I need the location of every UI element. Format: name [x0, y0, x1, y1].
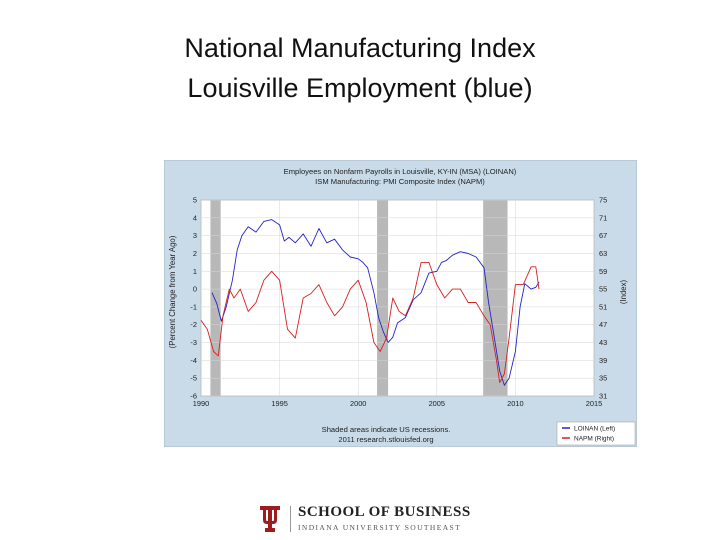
y-right-tick-label: 59: [599, 267, 607, 276]
chart-legend: LOINAN (Left) NAPM (Right): [556, 421, 636, 446]
x-tick-label: 1990: [193, 399, 209, 408]
chart-title-line1: Employees on Nonfarm Payrolls in Louisvi…: [284, 167, 517, 176]
y-right-tick-label: 31: [599, 392, 607, 401]
recession-shading: [210, 200, 508, 396]
x-tick-label: 2000: [350, 399, 366, 408]
recession-band-1: [377, 200, 389, 396]
logo-school-text: SCHOOL OF BUSINESS: [298, 504, 471, 520]
x-tick-label: 2005: [429, 399, 445, 408]
y-right-tick-label: 51: [599, 302, 607, 311]
iu-trident-icon: [260, 506, 280, 532]
y-left-tick-label: -1: [190, 302, 197, 311]
fred-chart: Employees on Nonfarm Payrolls in Louisvi…: [164, 160, 637, 447]
y-left-tick-label: 3: [193, 231, 197, 240]
plot-area: [200, 199, 595, 397]
y-left-tick-label: -5: [190, 374, 197, 383]
legend-label-loinan: LOINAN (Left): [574, 426, 615, 433]
slide-title-line2: Louisville Employment (blue): [187, 73, 533, 103]
series-line-napm: [200, 261, 540, 384]
grid-lines: [200, 199, 595, 397]
y-left-tick-label: -6: [190, 392, 197, 401]
chart-svg: Employees on Nonfarm Payrolls in Louisvi…: [164, 160, 637, 447]
chart-footer-line2: 2011 research.stlouisfed.org: [338, 435, 433, 444]
y-left-tick-label: -4: [190, 356, 197, 365]
y-left-tick-label: 0: [193, 285, 197, 294]
x-tick-label: 2010: [507, 399, 523, 408]
x-tick-label: 1995: [271, 399, 287, 408]
y-right-tick-label: 63: [599, 249, 607, 258]
series-line-loinan: [211, 219, 540, 386]
axis-labels: 543210-1-2-3-4-5-67571676359555147433935…: [190, 196, 607, 409]
series-lines: [200, 219, 540, 386]
y-right-tick-label: 47: [599, 320, 607, 329]
chart-footer-line1: Shaded areas indicate US recessions.: [322, 425, 451, 434]
chart-title-line2: ISM Manufacturing: PMI Composite Index (…: [315, 177, 485, 186]
y-left-tick-label: 5: [193, 196, 197, 205]
y-axis-right-label: (Index): [619, 279, 628, 304]
y-right-tick-label: 55: [599, 285, 607, 294]
legend-label-napm: NAPM (Right): [574, 436, 614, 443]
recession-band-2: [483, 200, 508, 396]
y-right-tick-label: 43: [599, 338, 607, 347]
y-left-tick-label: 2: [193, 249, 197, 258]
y-axis-left-label: (Percent Change from Year Ago): [168, 235, 177, 348]
y-right-tick-label: 75: [599, 196, 607, 205]
y-left-tick-label: -2: [190, 320, 197, 329]
y-right-tick-label: 67: [599, 231, 607, 240]
logo-divider: [290, 506, 291, 532]
logo-university-text: INDIANA UNIVERSITY SOUTHEAST: [298, 523, 462, 532]
x-tick-label: 2015: [586, 399, 602, 408]
y-right-tick-label: 39: [599, 356, 607, 365]
recession-band-0: [210, 200, 221, 396]
slide-title-line1: National Manufacturing Index: [184, 33, 536, 63]
y-left-tick-label: 1: [193, 267, 197, 276]
y-left-tick-label: -3: [190, 338, 197, 347]
y-left-tick-label: 4: [193, 213, 197, 222]
y-right-tick-label: 71: [599, 213, 607, 222]
school-logo: SCHOOL OF BUSINESS INDIANA UNIVERSITY SO…: [256, 502, 470, 536]
legend-box: [556, 421, 636, 446]
y-right-tick-label: 35: [599, 374, 607, 383]
